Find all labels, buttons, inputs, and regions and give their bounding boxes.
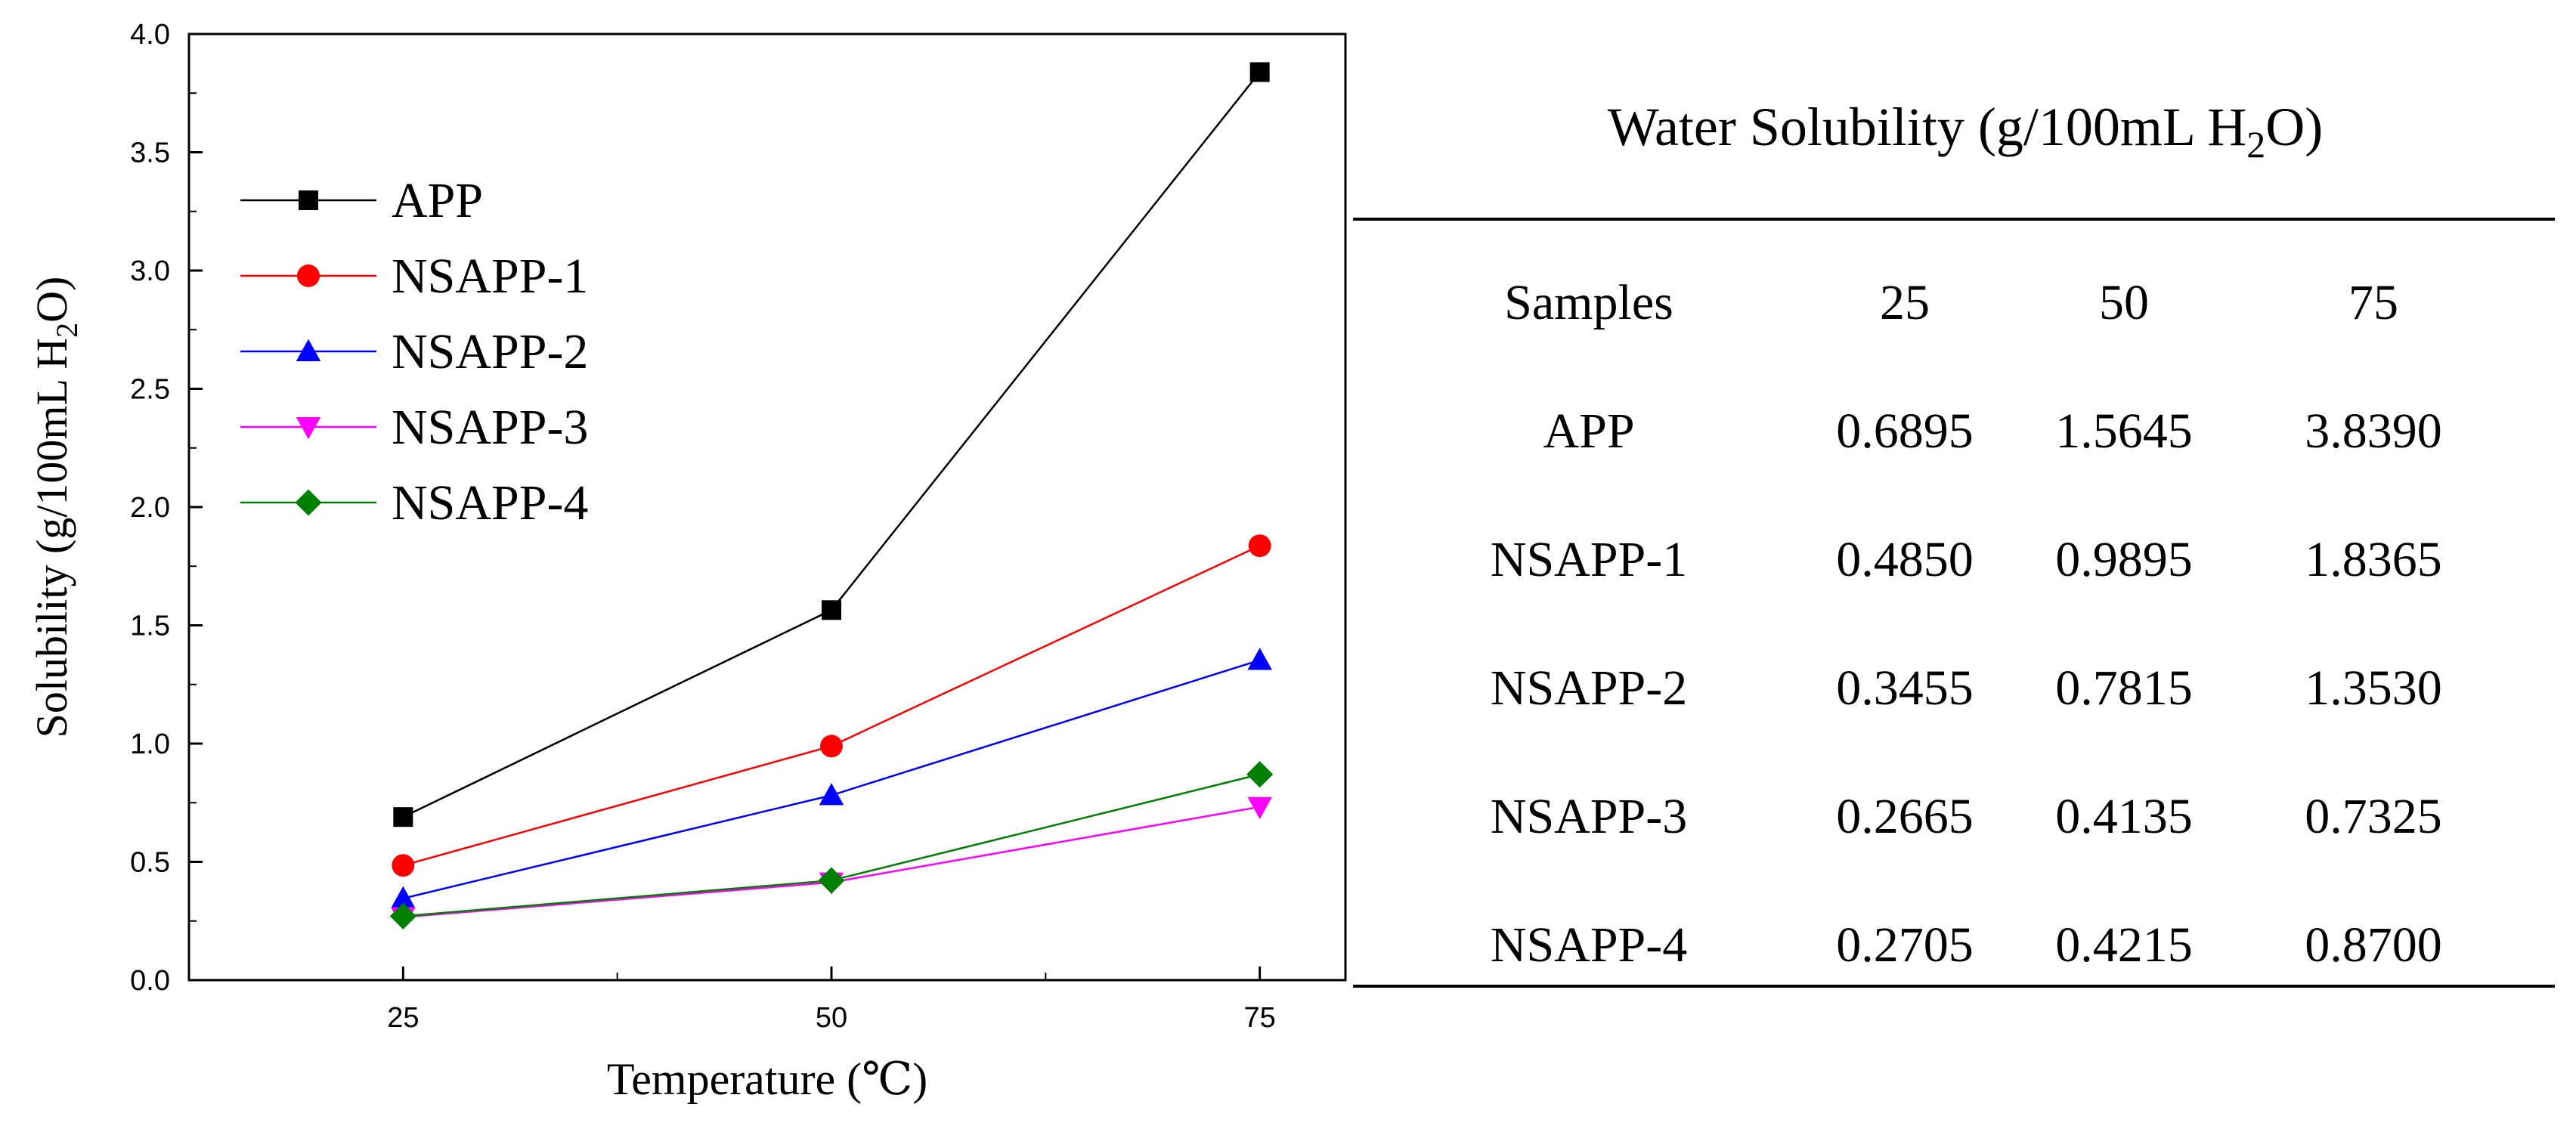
series-line	[402, 545, 1261, 867]
table-cell: NSAPP-3	[1491, 789, 1687, 844]
table-header-cell: 75	[2348, 275, 2398, 330]
table-cell: 0.4135	[2055, 789, 2193, 844]
data-point	[392, 854, 415, 877]
table-cell: APP	[1543, 404, 1634, 459]
y-tick-label: 1.5	[130, 611, 170, 642]
table-row: NSAPP-2 0.3455 0.7815 1.3530	[1491, 660, 2442, 716]
x-tick-label: 25	[387, 1002, 419, 1034]
table-title: Water Solubility (g/100mL H2O)	[1608, 97, 2323, 165]
table-header-cell: Samples	[1504, 275, 1673, 330]
data-point	[391, 886, 416, 908]
legend-label: NSAPP-1	[392, 249, 588, 304]
series-app	[393, 62, 1270, 827]
legend-marker	[296, 417, 321, 440]
table-cell: 1.5645	[2055, 404, 2193, 459]
table-cell: 3.8390	[2305, 404, 2442, 459]
table-cell: 0.3455	[1836, 660, 1974, 716]
table-cell: 0.2705	[1836, 917, 1974, 973]
x-tick-label: 75	[1244, 1002, 1276, 1034]
legend-label: NSAPP-2	[392, 324, 588, 379]
y-axis-label: Solubility (g/100mL H2O)	[27, 277, 84, 738]
table-cell: NSAPP-1	[1491, 532, 1687, 587]
legend-marker	[297, 264, 320, 287]
table-cell: 0.9895	[2055, 532, 2193, 587]
table-cell: 0.7815	[2055, 660, 2193, 716]
table-row: NSAPP-3 0.2665 0.4135 0.7325	[1491, 789, 2442, 844]
data-point	[819, 783, 844, 806]
data-point	[1247, 796, 1272, 819]
legend-label: NSAPP-4	[392, 475, 588, 530]
table-cell: 0.8700	[2305, 917, 2442, 973]
y-tick-label: 4.0	[130, 19, 170, 51]
legend-marker	[295, 489, 322, 516]
plot-frame	[187, 32, 1347, 982]
legend: APP NSAPP-1 NSAPP-2 NSAPP-3 NSAPP-4	[240, 173, 588, 530]
x-tick-label: 50	[816, 1002, 847, 1034]
data-point	[389, 902, 416, 929]
x-axis-label: Temperature (℃)	[607, 1054, 927, 1104]
table-row: NSAPP-4 0.2705 0.4215 0.8700	[1491, 917, 2442, 973]
data-point	[1248, 534, 1271, 558]
data-point	[1246, 761, 1274, 788]
table-cell: 1.8365	[2305, 532, 2442, 587]
data-point	[818, 867, 845, 894]
legend-label: APP	[392, 173, 483, 228]
table-cell: 0.7325	[2305, 789, 2442, 844]
series-line	[403, 806, 1260, 918]
y-tick-label: 2.5	[130, 374, 170, 406]
series-nsapp-3	[391, 796, 1272, 929]
y-tick-label: 1.0	[130, 728, 170, 760]
table-cell: NSAPP-4	[1491, 917, 1687, 973]
legend-marker	[299, 190, 318, 210]
series-line	[403, 659, 1261, 900]
y-tick-label: 0.5	[130, 847, 170, 879]
table-cell: 0.6895	[1836, 404, 1974, 459]
table-header-cell: 25	[1880, 275, 1930, 330]
table-cell: 0.4850	[1836, 532, 1974, 587]
table-cell: NSAPP-2	[1491, 660, 1687, 716]
data-point	[820, 735, 843, 758]
legend-marker	[296, 339, 321, 361]
data-point	[1247, 648, 1272, 670]
data-point	[1249, 62, 1270, 82]
y-tick-label: 3.0	[130, 255, 170, 287]
table-header-cell: 50	[2099, 275, 2149, 330]
table-row: NSAPP-1 0.4850 0.9895 1.8365	[1491, 532, 2442, 587]
solubility-table: Water Solubility (g/100mL H2O) Samples 25 5…	[1353, 97, 2555, 988]
legend-label: NSAPP-3	[392, 400, 588, 455]
series-nsapp-2	[391, 648, 1272, 908]
y-tick-label: 3.5	[130, 138, 170, 169]
series-nsapp-4	[389, 761, 1274, 929]
series-nsapp-1	[392, 534, 1271, 877]
y-tick-label: 2.0	[130, 492, 170, 524]
line-chart: 0.0 0.5 1.0 1.5 2.0 2.5 3.0 3.5 4.0 25 50 75 Tempera…	[27, 19, 1347, 1104]
data-point	[822, 600, 841, 620]
table-cell: 1.3530	[2305, 660, 2442, 716]
y-tick-label: 0.0	[130, 965, 170, 997]
table-row: APP 0.6895 1.5645 3.8390	[1543, 404, 2441, 459]
table-cell: 0.2665	[1836, 789, 1974, 844]
data-point	[393, 807, 413, 827]
table-cell: 0.4215	[2055, 917, 2193, 973]
